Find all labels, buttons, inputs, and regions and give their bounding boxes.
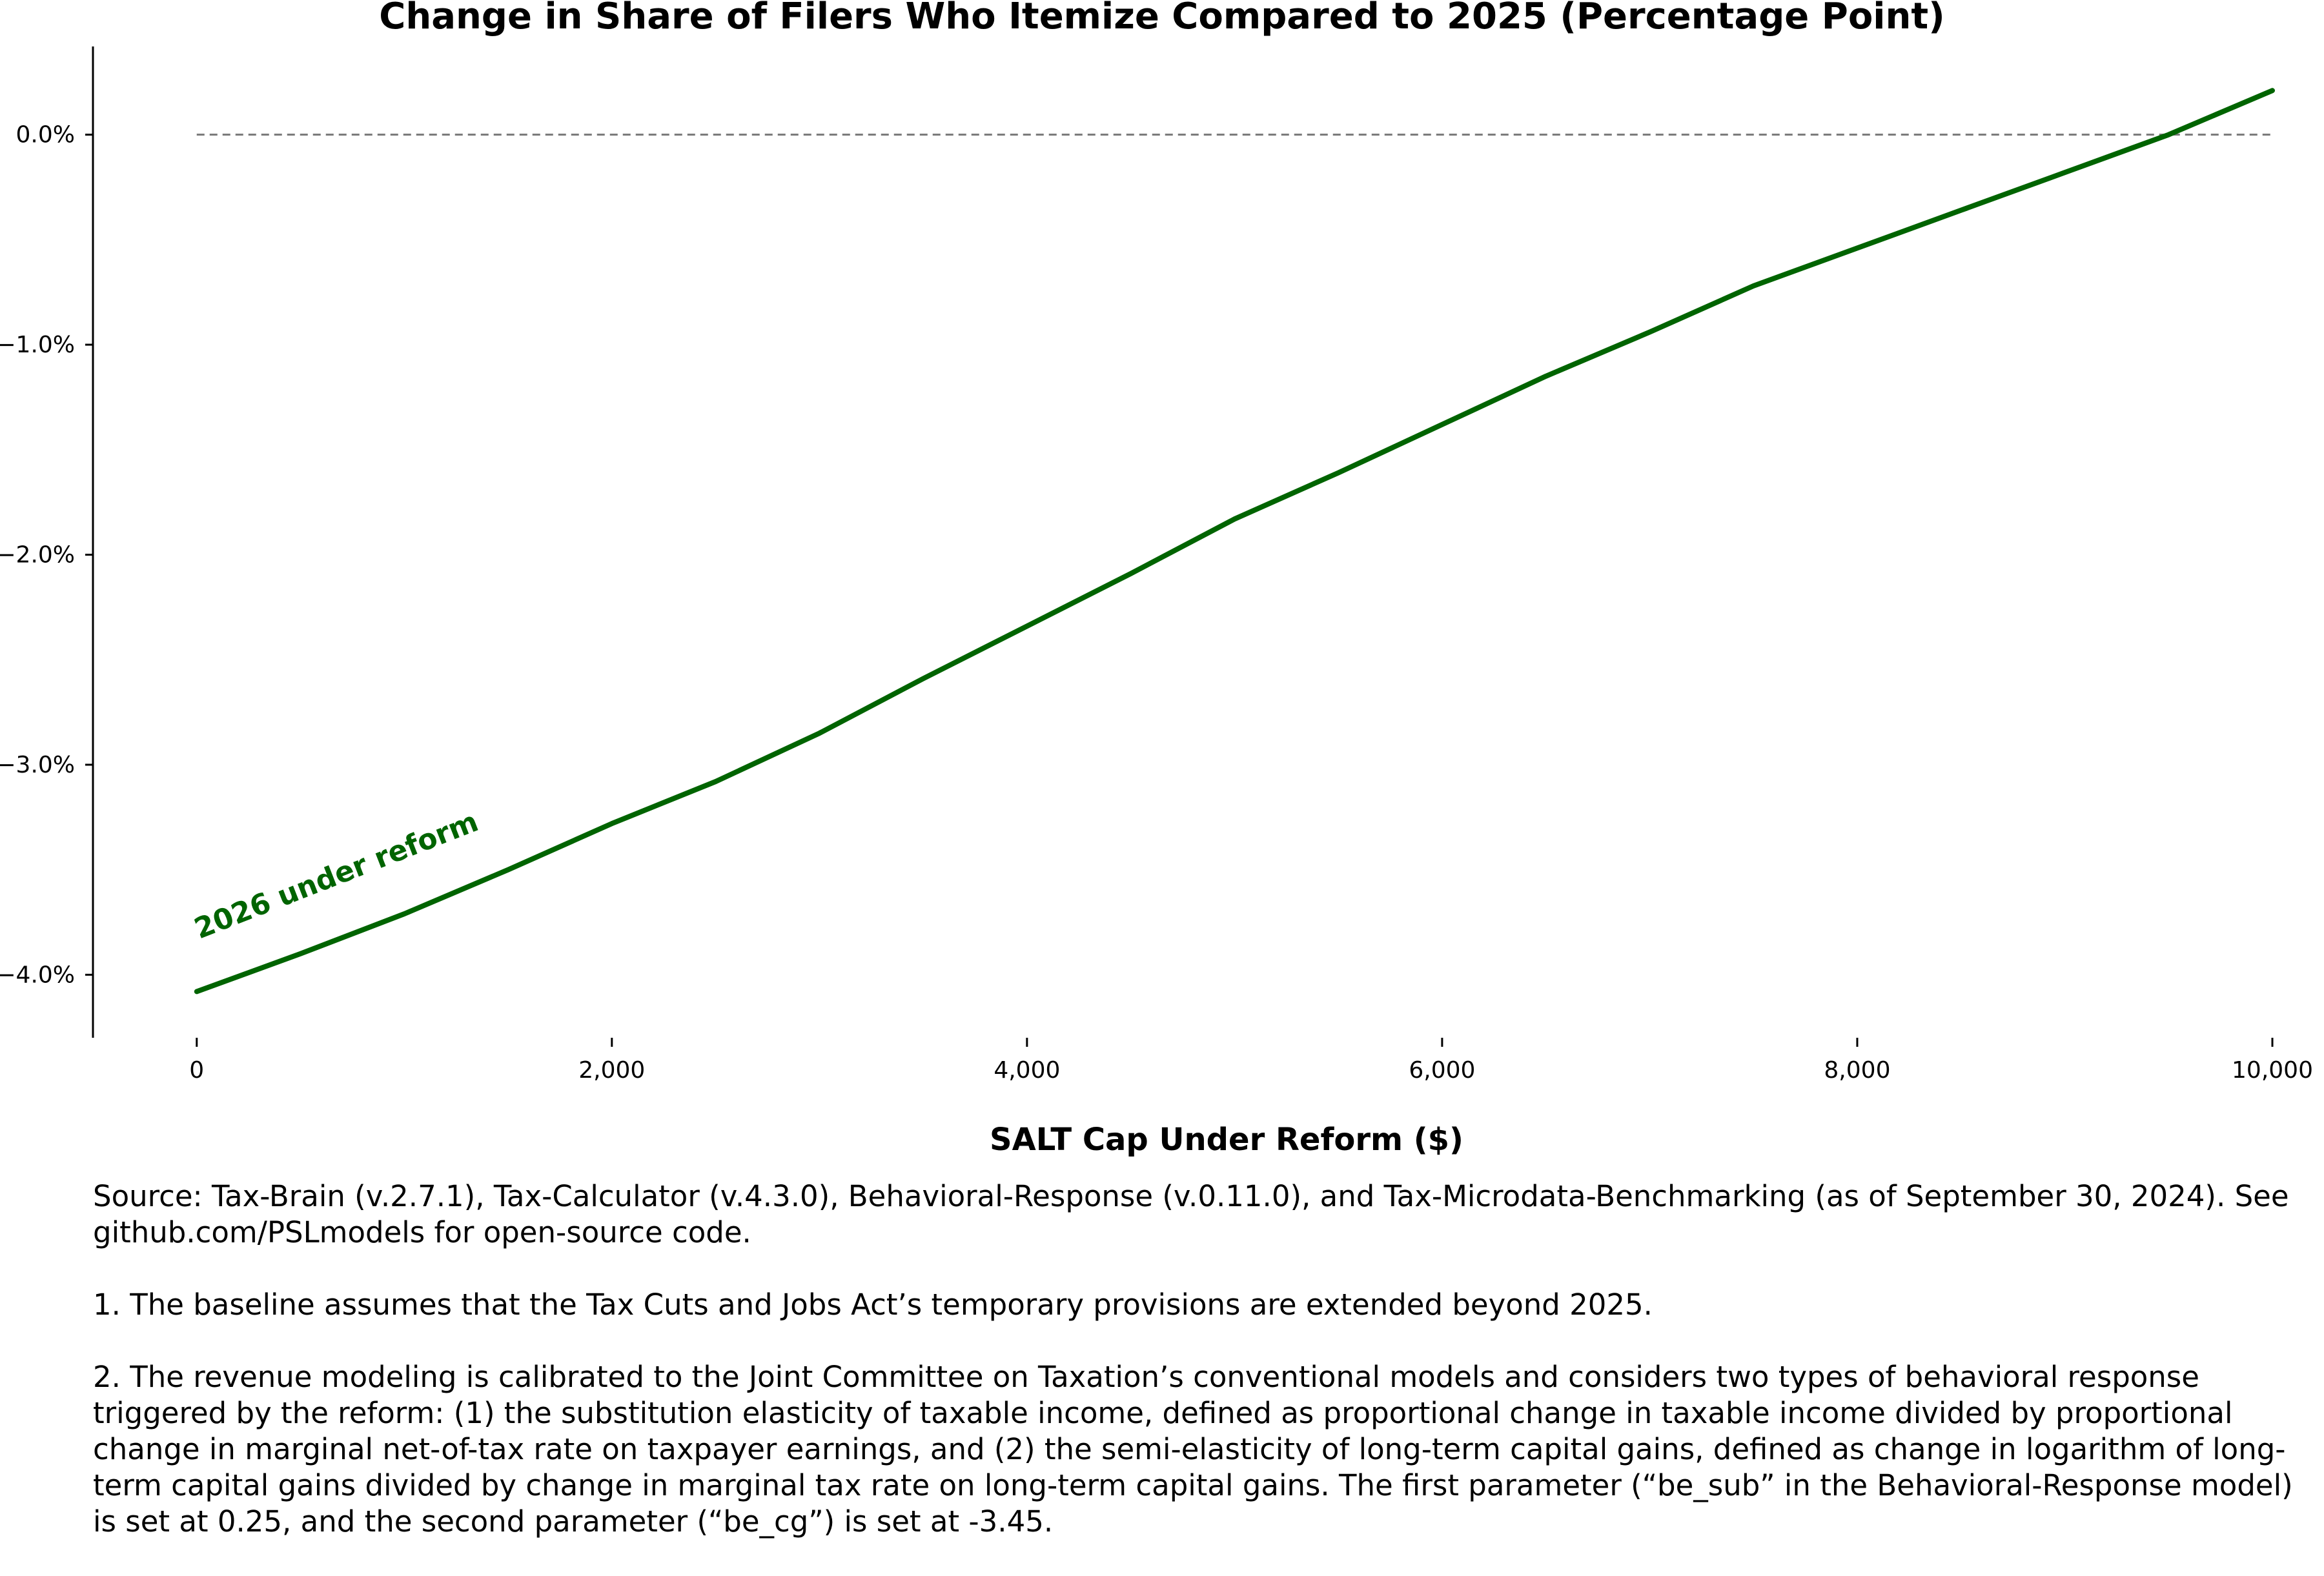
footnote-2: 2. The revenue modeling is calibrated to… [93, 1360, 2293, 1539]
chart-notes: Source: Tax-Brain (v.2.7.1), Tax-Calcula… [93, 1178, 2301, 1576]
x-axis-label: SALT Cap Under Reform ($) [990, 1122, 1463, 1158]
y-tick-label: −3.0% [0, 752, 75, 778]
x-tick-label: 2,000 [578, 1057, 645, 1084]
y-tick-label: −1.0% [0, 332, 75, 358]
y-tick-label: 0.0% [16, 122, 75, 148]
y-tick-label: −2.0% [0, 542, 75, 569]
y-axis-ticks: 0.0% −1.0% −2.0% −3.0% −4.0% [0, 122, 93, 988]
source-note: Source: Tax-Brain (v.2.7.1), Tax-Calcula… [93, 1179, 2289, 1249]
line-chart: Change in Share of Filers Who Itemize Co… [0, 0, 2313, 1158]
x-tick-label: 4,000 [994, 1057, 1060, 1084]
series-line-2026-under-reform [194, 88, 2275, 995]
footnote-1: 1. The baseline assumes that the Tax Cut… [93, 1288, 1653, 1322]
y-tick-label: −4.0% [0, 962, 75, 988]
x-tick-label: 10,000 [2232, 1057, 2313, 1084]
chart-title: Change in Share of Filers Who Itemize Co… [379, 0, 1944, 37]
x-tick-label: 0 [189, 1057, 204, 1084]
x-tick-label: 6,000 [1409, 1057, 1475, 1084]
x-axis-ticks: 0 2,000 4,000 6,000 8,000 10,000 [189, 1038, 2313, 1084]
x-tick-label: 8,000 [1824, 1057, 1890, 1084]
series-label: 2026 under reform [190, 805, 483, 946]
